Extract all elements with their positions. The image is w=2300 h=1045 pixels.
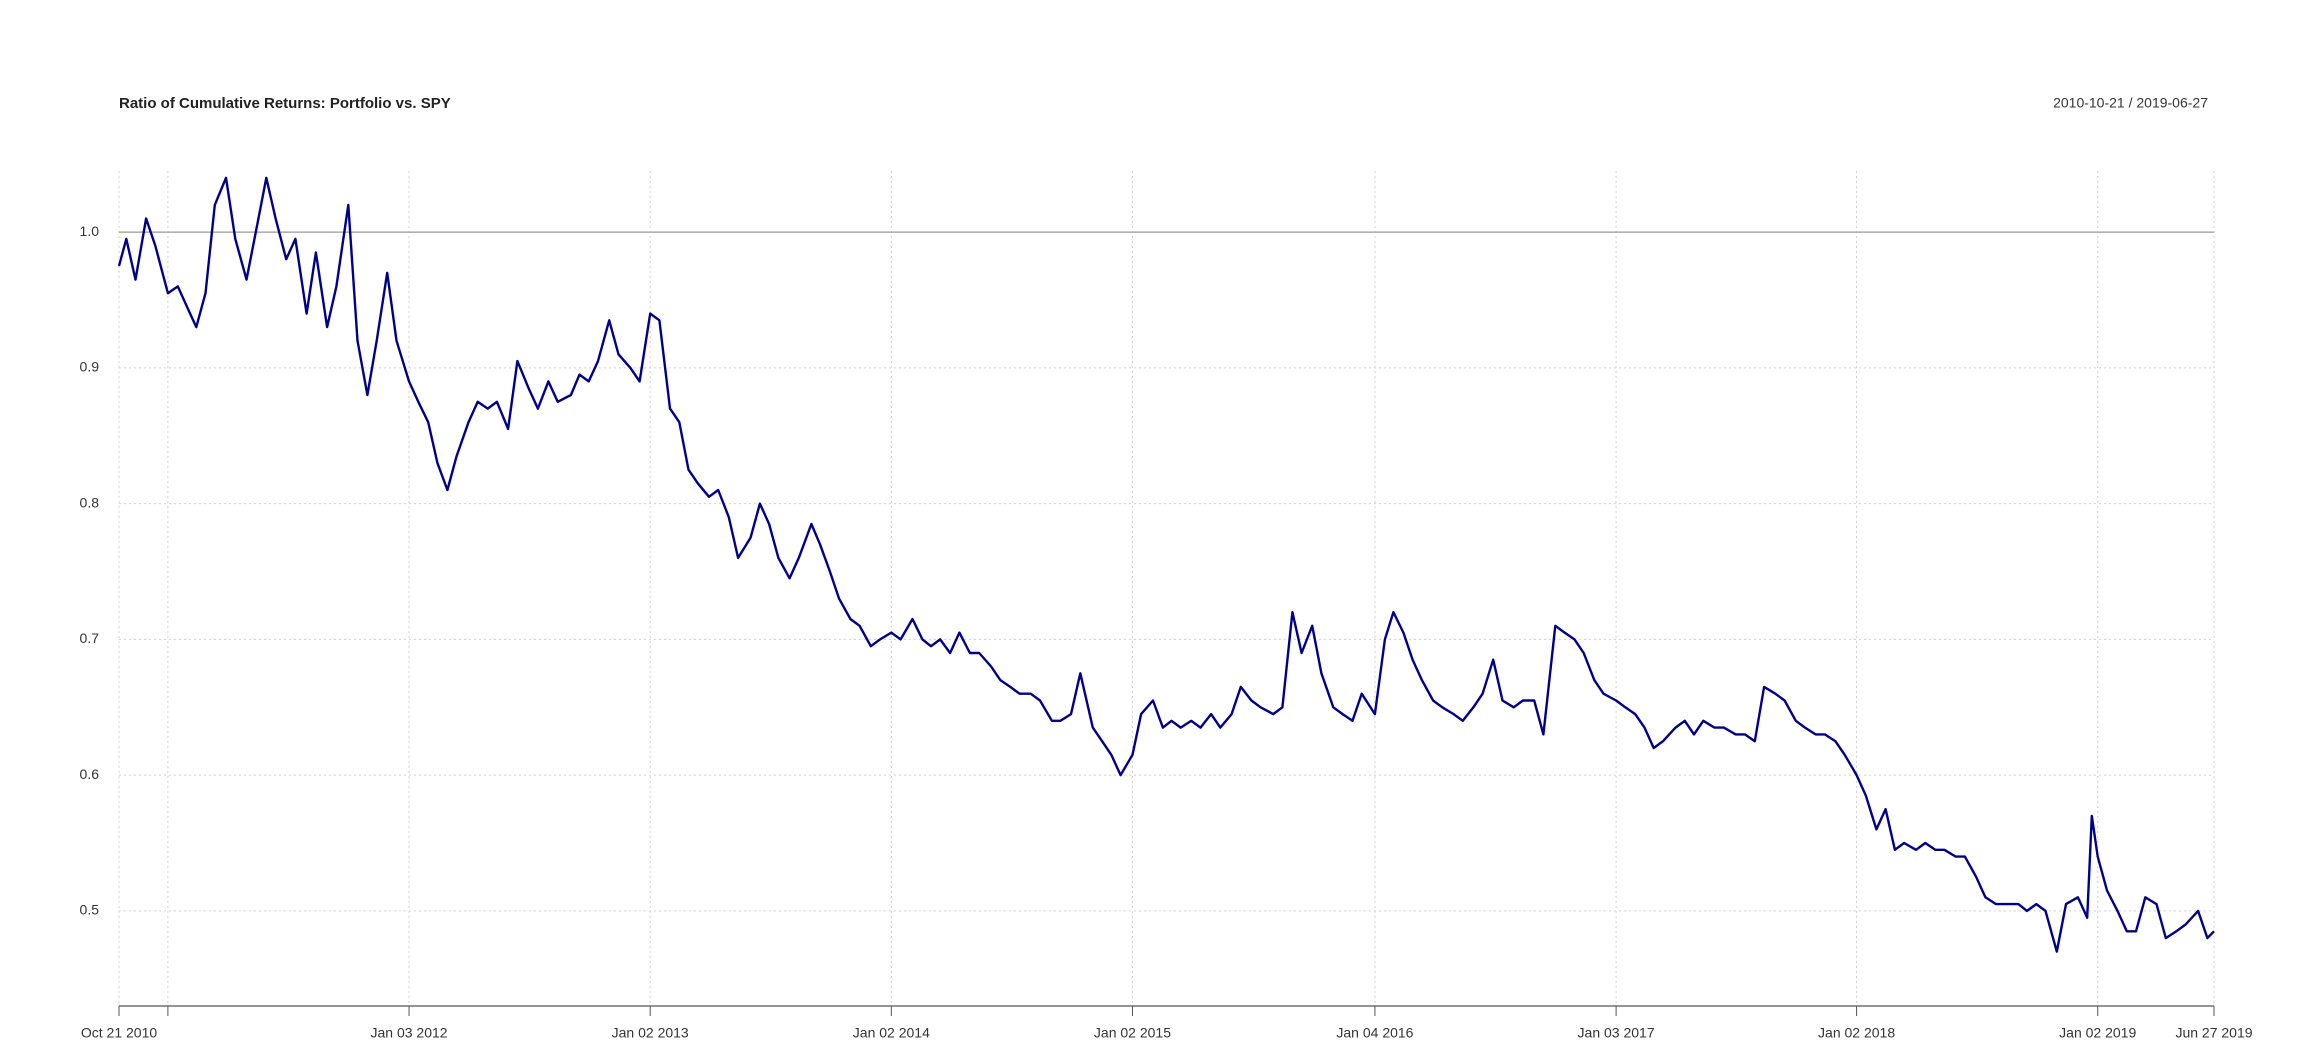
chart-subtitle: 2010-10-21 / 2019-06-27 <box>2053 95 2208 111</box>
x-tick-label: Jan 02 2013 <box>612 1025 689 1041</box>
y-tick-label: 1.0 <box>80 223 100 239</box>
y-tick-label: 0.8 <box>80 494 100 510</box>
x-tick-label: Jun 27 2019 <box>2175 1025 2252 1041</box>
y-tick-label: 0.6 <box>80 766 100 782</box>
x-tick-label: Jan 02 2018 <box>1818 1025 1895 1041</box>
x-tick-label: Jan 04 2016 <box>1336 1025 1413 1041</box>
x-tick-label: Jan 02 2015 <box>1094 1025 1171 1041</box>
x-tick-label: Jan 03 2017 <box>1578 1025 1655 1041</box>
x-tick-label: Jan 03 2012 <box>370 1025 447 1041</box>
y-tick-label: 0.5 <box>80 902 100 918</box>
x-tick-label: Oct 21 2010 <box>81 1025 157 1041</box>
x-tick-label: Jan 02 2019 <box>2059 1025 2136 1041</box>
chart-title: Ratio of Cumulative Returns: Portfolio v… <box>119 95 451 112</box>
data-line <box>117 176 2215 953</box>
y-tick-label: 0.9 <box>80 359 100 375</box>
x-tick-label: Jan 02 2014 <box>853 1025 930 1041</box>
y-tick-label: 0.7 <box>80 630 100 646</box>
